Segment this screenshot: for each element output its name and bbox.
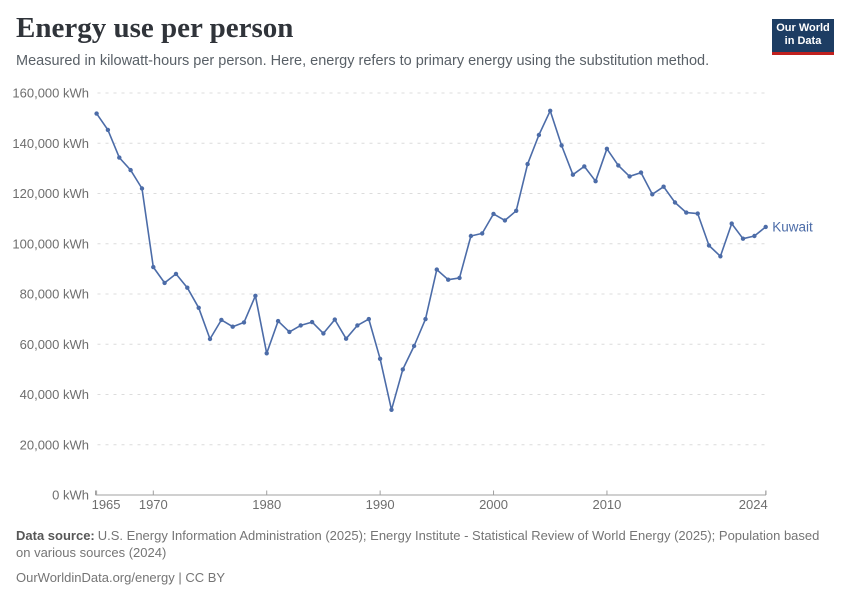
x-tick-label: 2010 bbox=[592, 497, 621, 512]
data-point[interactable] bbox=[117, 155, 122, 160]
data-point[interactable] bbox=[457, 275, 462, 281]
data-point[interactable] bbox=[411, 343, 417, 349]
logo-line-2: in Data bbox=[784, 34, 822, 47]
data-point[interactable] bbox=[763, 224, 768, 230]
y-tick-label: 120,000 kWh bbox=[12, 186, 89, 201]
data-point[interactable] bbox=[151, 264, 156, 270]
data-point[interactable] bbox=[672, 200, 678, 205]
data-point[interactable] bbox=[695, 211, 700, 216]
data-point[interactable] bbox=[139, 186, 145, 191]
data-point[interactable] bbox=[514, 208, 519, 213]
data-point[interactable] bbox=[105, 127, 111, 133]
y-tick-label: 100,000 kWh bbox=[12, 236, 89, 251]
data-point[interactable] bbox=[740, 236, 746, 241]
data-point[interactable] bbox=[185, 285, 190, 290]
data-point[interactable] bbox=[343, 336, 349, 341]
data-source-label: Data source: bbox=[16, 528, 95, 543]
data-point[interactable] bbox=[718, 254, 723, 259]
data-point[interactable] bbox=[593, 179, 598, 184]
data-point[interactable] bbox=[604, 146, 610, 151]
footer-separator: | bbox=[174, 570, 186, 586]
data-point[interactable] bbox=[706, 243, 712, 248]
data-point[interactable] bbox=[309, 319, 315, 325]
data-point[interactable] bbox=[582, 164, 587, 169]
data-point[interactable] bbox=[173, 271, 179, 277]
data-point[interactable] bbox=[377, 356, 383, 361]
data-point[interactable] bbox=[298, 323, 303, 328]
data-point[interactable] bbox=[684, 210, 689, 215]
x-tick-label: 1990 bbox=[366, 497, 395, 512]
y-tick-label: 40,000 kWh bbox=[20, 387, 89, 402]
data-point[interactable] bbox=[219, 317, 224, 323]
footer-license-link[interactable]: CC BY bbox=[185, 570, 226, 586]
data-point[interactable] bbox=[264, 351, 269, 356]
data-point[interactable] bbox=[230, 324, 235, 329]
data-point[interactable] bbox=[559, 143, 564, 148]
data-point[interactable] bbox=[616, 163, 621, 168]
data-point[interactable] bbox=[491, 211, 496, 217]
data-point[interactable] bbox=[196, 305, 201, 310]
series-line bbox=[95, 109, 767, 411]
data-point[interactable] bbox=[570, 172, 576, 177]
y-tick-label: 0 kWh bbox=[52, 488, 89, 503]
data-point[interactable] bbox=[275, 318, 281, 324]
data-point[interactable] bbox=[253, 293, 258, 298]
data-source-text: U.S. Energy Information Administration (… bbox=[16, 528, 820, 560]
chart-subtitle: Measured in kilowatt-hours per person. H… bbox=[16, 53, 710, 69]
y-tick-label: 140,000 kWh bbox=[12, 136, 89, 151]
data-point[interactable] bbox=[638, 170, 644, 175]
series-end-label: Kuwait bbox=[772, 219, 813, 234]
data-point[interactable] bbox=[536, 132, 542, 138]
y-tick-label: 80,000 kWh bbox=[20, 287, 89, 302]
data-point[interactable] bbox=[650, 192, 655, 197]
data-point[interactable] bbox=[389, 407, 394, 412]
x-tick-label: 1980 bbox=[252, 497, 281, 512]
data-point[interactable] bbox=[627, 174, 632, 179]
x-tick-label: 2024 bbox=[739, 497, 768, 512]
data-point[interactable] bbox=[525, 161, 530, 167]
y-tick-label: 160,000 kWh bbox=[12, 86, 89, 101]
data-point[interactable] bbox=[332, 317, 337, 322]
data-point[interactable] bbox=[423, 316, 428, 322]
data-point[interactable] bbox=[468, 233, 474, 239]
data-point[interactable] bbox=[480, 231, 485, 236]
data-point[interactable] bbox=[287, 329, 292, 335]
data-point[interactable] bbox=[661, 184, 666, 189]
data-source-line: Data source: U.S. Energy Information Admi… bbox=[16, 528, 824, 561]
owid-logo[interactable]: Our World in Data bbox=[772, 19, 834, 55]
data-point[interactable] bbox=[502, 218, 508, 223]
data-point[interactable] bbox=[548, 108, 553, 113]
data-point[interactable] bbox=[400, 367, 405, 372]
data-point[interactable] bbox=[321, 331, 326, 336]
y-tick-label: 60,000 kWh bbox=[20, 337, 89, 352]
page-title: Energy use per person bbox=[16, 12, 294, 44]
footer-links-line: OurWorldinData.org/energy | CC BY bbox=[16, 570, 824, 587]
data-point[interactable] bbox=[446, 277, 451, 282]
data-point[interactable] bbox=[162, 280, 167, 286]
data-point[interactable] bbox=[434, 267, 439, 272]
chart-canvas[interactable]: 0 kWh 20,000 kWh 40,000 kWh 60,000 kWh 80,00… bbox=[0, 80, 850, 525]
data-point[interactable] bbox=[355, 323, 360, 328]
x-tick-label: 1970 bbox=[139, 497, 168, 512]
data-point[interactable] bbox=[366, 316, 371, 322]
y-tick-label: 20,000 kWh bbox=[20, 437, 89, 452]
x-tick-label: 1965 bbox=[92, 497, 121, 512]
data-point[interactable] bbox=[241, 320, 247, 325]
data-point[interactable] bbox=[94, 111, 99, 116]
data-point[interactable] bbox=[128, 167, 133, 173]
chart-footer: Data source: U.S. Energy Information Admi… bbox=[16, 528, 824, 587]
footer-link[interactable]: OurWorldinData.org/energy bbox=[16, 570, 175, 586]
data-point[interactable] bbox=[752, 233, 757, 239]
data-point[interactable] bbox=[729, 221, 734, 226]
logo-line-1: Our World bbox=[776, 22, 830, 34]
x-tick-label: 2000 bbox=[479, 497, 508, 512]
data-point[interactable] bbox=[207, 336, 213, 342]
